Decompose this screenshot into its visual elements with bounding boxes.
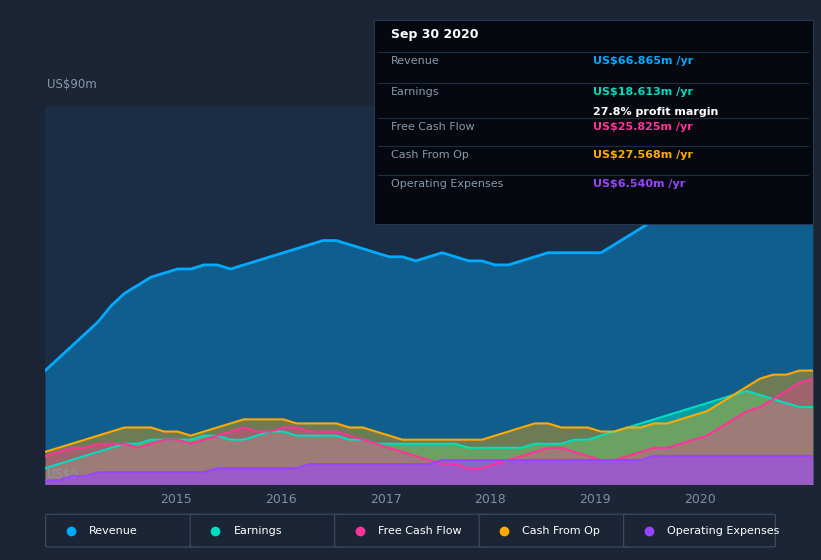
Text: Sep 30 2020: Sep 30 2020 (391, 28, 479, 41)
Text: US$90m: US$90m (47, 78, 96, 91)
Text: Earnings: Earnings (233, 526, 282, 535)
Text: US$18.613m /yr: US$18.613m /yr (594, 87, 693, 97)
Text: US$27.568m /yr: US$27.568m /yr (594, 151, 693, 160)
Text: US$25.825m /yr: US$25.825m /yr (594, 122, 693, 132)
Text: 27.8% profit margin: 27.8% profit margin (594, 108, 718, 118)
Text: Cash From Op: Cash From Op (522, 526, 600, 535)
Text: Revenue: Revenue (89, 526, 138, 535)
Text: Earnings: Earnings (391, 87, 439, 97)
Text: Cash From Op: Cash From Op (391, 151, 469, 160)
Text: US$6.540m /yr: US$6.540m /yr (594, 179, 686, 189)
FancyBboxPatch shape (479, 514, 631, 547)
Text: US$66.865m /yr: US$66.865m /yr (594, 57, 694, 67)
Text: Operating Expenses: Operating Expenses (667, 526, 779, 535)
FancyBboxPatch shape (46, 514, 197, 547)
Text: Revenue: Revenue (391, 57, 440, 67)
FancyBboxPatch shape (335, 514, 486, 547)
Text: Operating Expenses: Operating Expenses (391, 179, 503, 189)
FancyBboxPatch shape (624, 514, 775, 547)
Text: Free Cash Flow: Free Cash Flow (391, 122, 475, 132)
FancyBboxPatch shape (190, 514, 342, 547)
Text: US$0: US$0 (47, 468, 77, 480)
Text: Free Cash Flow: Free Cash Flow (378, 526, 461, 535)
